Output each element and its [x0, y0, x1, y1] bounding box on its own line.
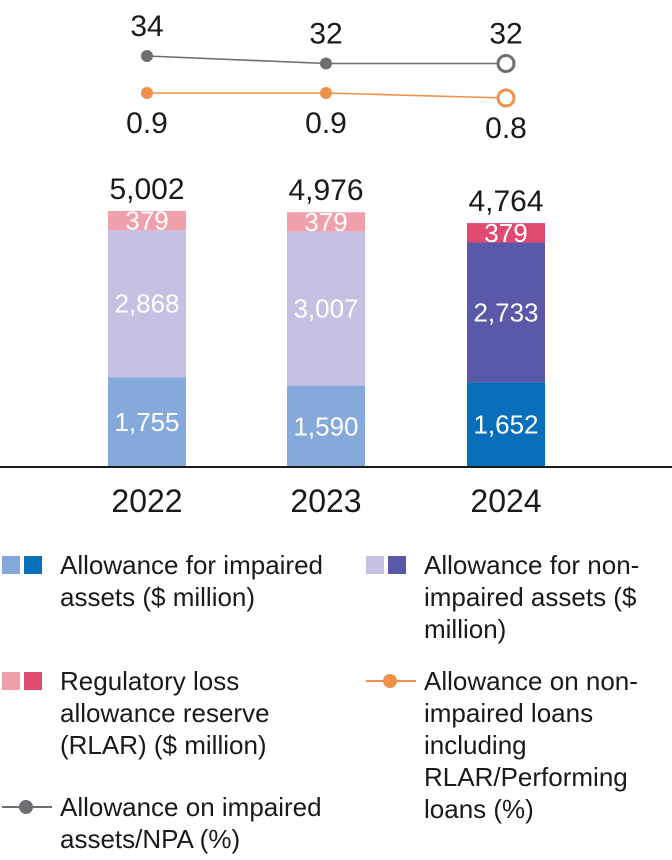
legend-key-npa-line: [2, 791, 52, 823]
legend-item-npa-pct: Allowance on impaired assets/NPA (%): [2, 791, 362, 855]
legend-label-rlar: Regulatory loss allowance reserve (RLAR)…: [60, 666, 270, 760]
bar-label-rlar-2022: 379: [125, 206, 168, 236]
bar-rlar-2023: [287, 212, 365, 232]
npa-label-2023: 32: [309, 18, 342, 51]
bar-non-impaired-2024: [467, 242, 545, 383]
bar-non-impaired-2022: [108, 230, 186, 378]
legend-item-impaired: Allowance for impaired assets ($ million…: [2, 549, 332, 613]
bar-impaired-2023: [287, 385, 365, 467]
loans-point-2024: [496, 88, 516, 108]
bar-rlar-2022: [108, 210, 186, 231]
bar-non-impaired-2023: [287, 231, 365, 386]
swatch-non-impaired-light: [366, 556, 384, 574]
x-tick-label-2023: 2023: [290, 483, 361, 519]
bar-label-impaired-2023: 1,590: [293, 411, 358, 441]
x-tick-label-2024: 2024: [470, 483, 541, 519]
npa-point-2024: [496, 54, 516, 73]
bar-impaired-2024: [467, 382, 545, 467]
chart: 1,7552,8683795,0021,5903,0073794,9761,65…: [0, 10, 672, 519]
swatch-rlar-dark: [24, 672, 42, 690]
swatch-impaired-dark: [24, 556, 42, 574]
legend-label-loans-pct: Allowance on non-impaired loans includin…: [424, 666, 638, 824]
loans-label-2024: 0.8: [485, 112, 527, 145]
bar-impaired-2022: [108, 377, 186, 467]
total-label-2023: 4,976: [288, 174, 363, 207]
total-label-2024: 4,764: [468, 185, 543, 218]
legend-label-npa-pct: Allowance on impaired assets/NPA (%): [60, 792, 322, 854]
legend-item-loans-pct: Allowance on non-impaired loans includin…: [366, 665, 656, 825]
legend-label-impaired: Allowance for impaired assets ($ million…: [60, 550, 324, 612]
loans-label-2023: 0.9: [305, 107, 347, 140]
bar-label-rlar-2024: 379: [484, 218, 527, 248]
swatch-impaired-light: [2, 556, 20, 574]
bar-label-impaired-2022: 1,755: [114, 407, 179, 437]
npa-point-2023: [320, 57, 332, 70]
legend-label-non-impaired: Allowance for non-impaired assets ($ mil…: [424, 550, 640, 644]
loans-point-2022: [141, 87, 153, 99]
npa-point-2022: [141, 50, 153, 62]
npa-label-2024: 32: [489, 18, 522, 51]
legend-item-rlar: Regulatory loss allowance reserve (RLAR)…: [2, 665, 322, 761]
x-tick-labels: 2022 2023 2024: [111, 483, 541, 519]
lines-group: 34 32 32 0.9 0.9 0.8: [126, 10, 527, 145]
bar-label-rlar-2023: 379: [304, 207, 347, 237]
legend-item-non-impaired: Allowance for non-impaired assets ($ mil…: [366, 549, 656, 645]
npa-label-2022: 34: [130, 10, 163, 43]
bar-label-non-impaired-2024: 2,733: [473, 297, 538, 327]
loans-point-2023: [320, 87, 332, 99]
swatch-rlar-light: [2, 672, 20, 690]
loans-label-2022: 0.9: [126, 107, 168, 140]
bars-group: 1,7552,8683795,0021,5903,0073794,9761,65…: [108, 173, 545, 467]
total-label-2022: 5,002: [109, 173, 184, 206]
bar-label-non-impaired-2023: 3,007: [293, 294, 358, 324]
x-tick-label-2022: 2022: [111, 483, 182, 519]
swatch-non-impaired-dark: [388, 556, 406, 574]
bar-rlar-2024: [467, 223, 545, 243]
bar-label-non-impaired-2022: 2,868: [114, 289, 179, 319]
legend-key-loans-line: [366, 665, 416, 697]
bar-label-impaired-2024: 1,652: [473, 410, 538, 440]
